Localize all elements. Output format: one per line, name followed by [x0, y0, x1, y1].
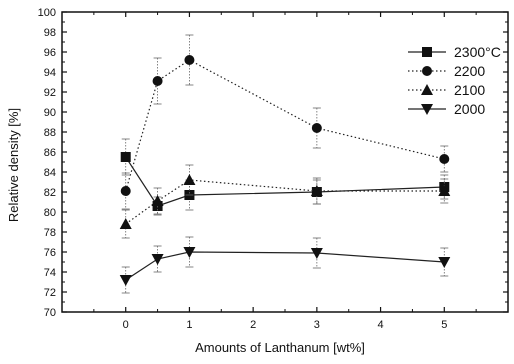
data-point	[151, 254, 164, 265]
y-tick-label: 98	[44, 27, 56, 39]
legend-label: 2000	[454, 101, 485, 117]
y-tick-label: 88	[44, 127, 56, 139]
series-0	[120, 138, 450, 216]
y-tick-label: 92	[44, 87, 56, 99]
y-tick-label: 90	[44, 107, 56, 119]
legend-label: 2100	[454, 82, 485, 98]
axis-layer: 70 72 74 76 78 80 82 84 86 88 90 92 94 96 98 100 0 1 2 3 4 5	[38, 7, 508, 331]
y-tick-label: 94	[44, 67, 56, 79]
series-3	[119, 236, 451, 294]
data-point	[120, 152, 131, 162]
y-tick-label: 74	[44, 267, 56, 279]
data-point	[184, 55, 195, 65]
y-tick-label: 70	[44, 307, 56, 319]
x-tick-label: 4	[378, 319, 384, 331]
legend-item-0: 2300°C	[408, 44, 501, 60]
data-point	[438, 185, 451, 196]
y-tick-label: 72	[44, 287, 56, 299]
data-point	[310, 248, 323, 259]
series-line	[125, 59, 445, 192]
y-axis-label: Relative density [%]	[6, 108, 21, 222]
legend-label: 2300°C	[454, 44, 501, 60]
legend-item-1: 2200	[408, 63, 485, 79]
x-tick-label: 1	[186, 319, 192, 331]
data-point	[311, 123, 322, 133]
legend-marker	[421, 104, 433, 115]
y-tick-label: 86	[44, 147, 56, 159]
x-tick-label: 5	[441, 319, 447, 331]
y-tick-label: 100	[38, 7, 56, 19]
data-point	[438, 257, 451, 268]
series-1	[120, 34, 450, 210]
data-point	[119, 275, 132, 286]
legend: 2300°C 2200 2100 2000	[408, 44, 501, 117]
y-tick-label: 82	[44, 187, 56, 199]
legend-label: 2200	[454, 63, 485, 79]
x-tick-label: 0	[123, 319, 129, 331]
legend-marker	[421, 84, 433, 95]
x-tick-label: 3	[314, 319, 320, 331]
legend-item-3: 2000	[408, 101, 485, 117]
data-point	[119, 218, 132, 229]
legend-marker	[422, 47, 432, 57]
legend-item-2: 2100	[408, 82, 485, 98]
y-tick-label: 96	[44, 47, 56, 59]
data-point	[310, 185, 323, 196]
data-point	[439, 154, 450, 164]
x-axis-label: Amounts of Lanthanum [wt%]	[195, 340, 365, 355]
data-point	[152, 76, 163, 86]
series-2	[119, 164, 451, 239]
y-tick-label: 80	[44, 207, 56, 219]
y-tick-label: 78	[44, 227, 56, 239]
legend-marker	[422, 66, 432, 76]
series-line	[125, 251, 445, 281]
data-point	[183, 247, 196, 258]
data-point	[120, 186, 131, 196]
y-tick-label: 84	[44, 167, 56, 179]
series-line	[125, 179, 445, 225]
data-point	[183, 174, 196, 185]
y-tick-label: 76	[44, 247, 56, 259]
data-point	[151, 195, 164, 206]
series-line	[125, 156, 445, 207]
series-layer	[119, 34, 451, 294]
x-tick-label: 2	[250, 319, 256, 331]
